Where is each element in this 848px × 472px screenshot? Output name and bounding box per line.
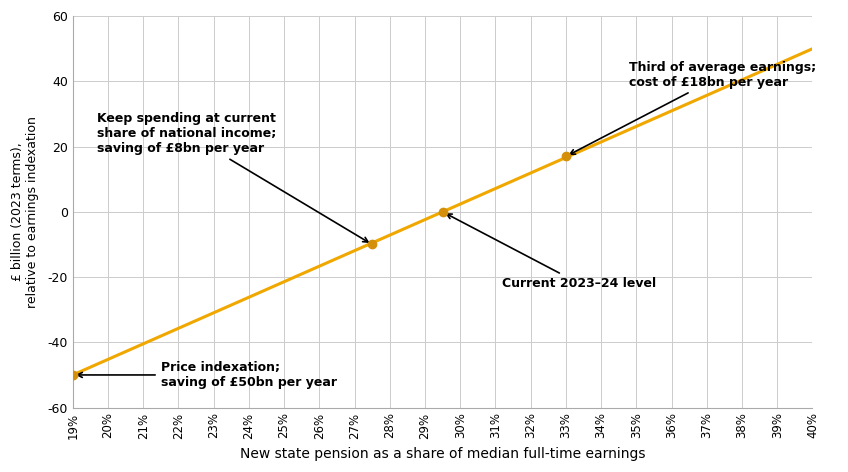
Text: Current 2023–24 level: Current 2023–24 level xyxy=(447,214,656,290)
Text: Keep spending at current
share of national income;
saving of £8bn per year: Keep spending at current share of nation… xyxy=(98,112,368,242)
Text: Price indexation;
saving of £50bn per year: Price indexation; saving of £50bn per ye… xyxy=(77,361,337,389)
Y-axis label: £ billion (2023 terms),
relative to earnings indexation: £ billion (2023 terms), relative to earn… xyxy=(11,116,39,308)
Text: Third of average earnings;
cost of £18bn per year: Third of average earnings; cost of £18bn… xyxy=(570,61,817,154)
X-axis label: New state pension as a share of median full-time earnings: New state pension as a share of median f… xyxy=(240,447,645,461)
